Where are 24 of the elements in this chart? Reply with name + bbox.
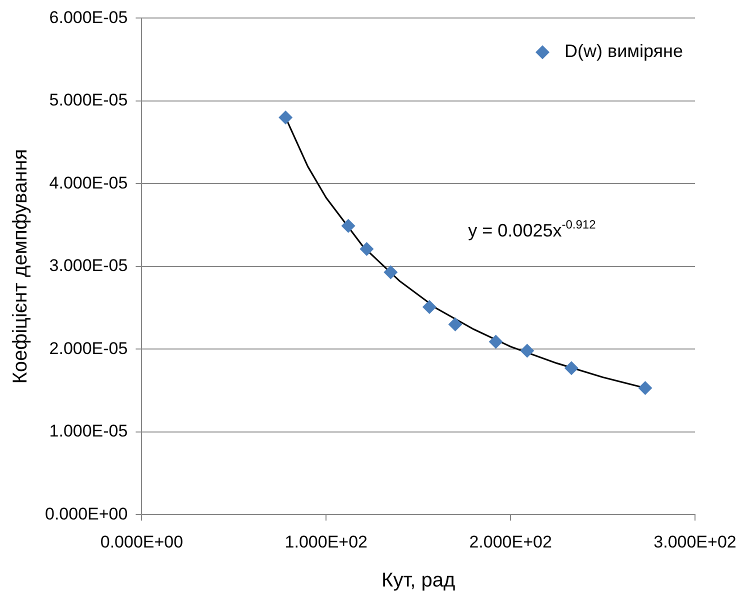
y-tick-label: 4.000E-05 <box>49 173 128 192</box>
x-tick-label: 0.000E+00 <box>100 532 184 552</box>
point <box>278 110 293 124</box>
x-tick-label: 3.000E+02 <box>654 532 736 552</box>
point <box>422 300 436 314</box>
x-tick-label: 1.000E+02 <box>284 532 368 552</box>
y-tick-label: 0.000E+00 <box>45 504 128 524</box>
point <box>448 317 462 332</box>
point <box>520 344 534 358</box>
point <box>638 381 652 396</box>
point <box>564 361 578 376</box>
point <box>341 218 356 233</box>
y-tick-label: 3.000E-05 <box>49 256 128 276</box>
y-axis-title: Коефіцієнт демпфування <box>10 149 32 384</box>
x-axis-title: Кут, рад <box>382 570 456 592</box>
y-tick-label: 2.000E-05 <box>49 338 128 358</box>
x-tick-label: 2.000E+02 <box>469 532 552 552</box>
y-tick-label: 5.000E-05 <box>49 90 128 110</box>
point <box>360 242 374 256</box>
point <box>488 334 503 349</box>
point <box>384 265 398 280</box>
legend-label: D(w) виміряне <box>564 41 684 62</box>
y-tick-label: 1.000E-05 <box>49 422 128 441</box>
y-tick-label: 6.000E-05 <box>49 8 128 27</box>
